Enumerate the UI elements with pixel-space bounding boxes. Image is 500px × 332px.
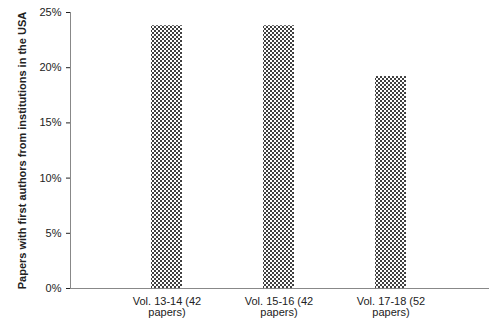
svg-text:Vol. 15-16 (42papers): Vol. 15-16 (42papers) <box>245 295 314 318</box>
svg-text:Vol. 13-14 (42papers): Vol. 13-14 (42papers) <box>133 295 202 318</box>
svg-text:0%: 0% <box>46 282 62 294</box>
svg-text:5%: 5% <box>46 227 62 239</box>
svg-text:Papers with first authors from: Papers with first authors from instituti… <box>16 12 28 290</box>
svg-text:15%: 15% <box>39 116 61 128</box>
svg-text:20%: 20% <box>39 61 61 73</box>
svg-text:Vol. 17-18 (52papers): Vol. 17-18 (52papers) <box>357 295 426 318</box>
svg-text:25%: 25% <box>39 6 61 18</box>
svg-text:10%: 10% <box>39 172 61 184</box>
